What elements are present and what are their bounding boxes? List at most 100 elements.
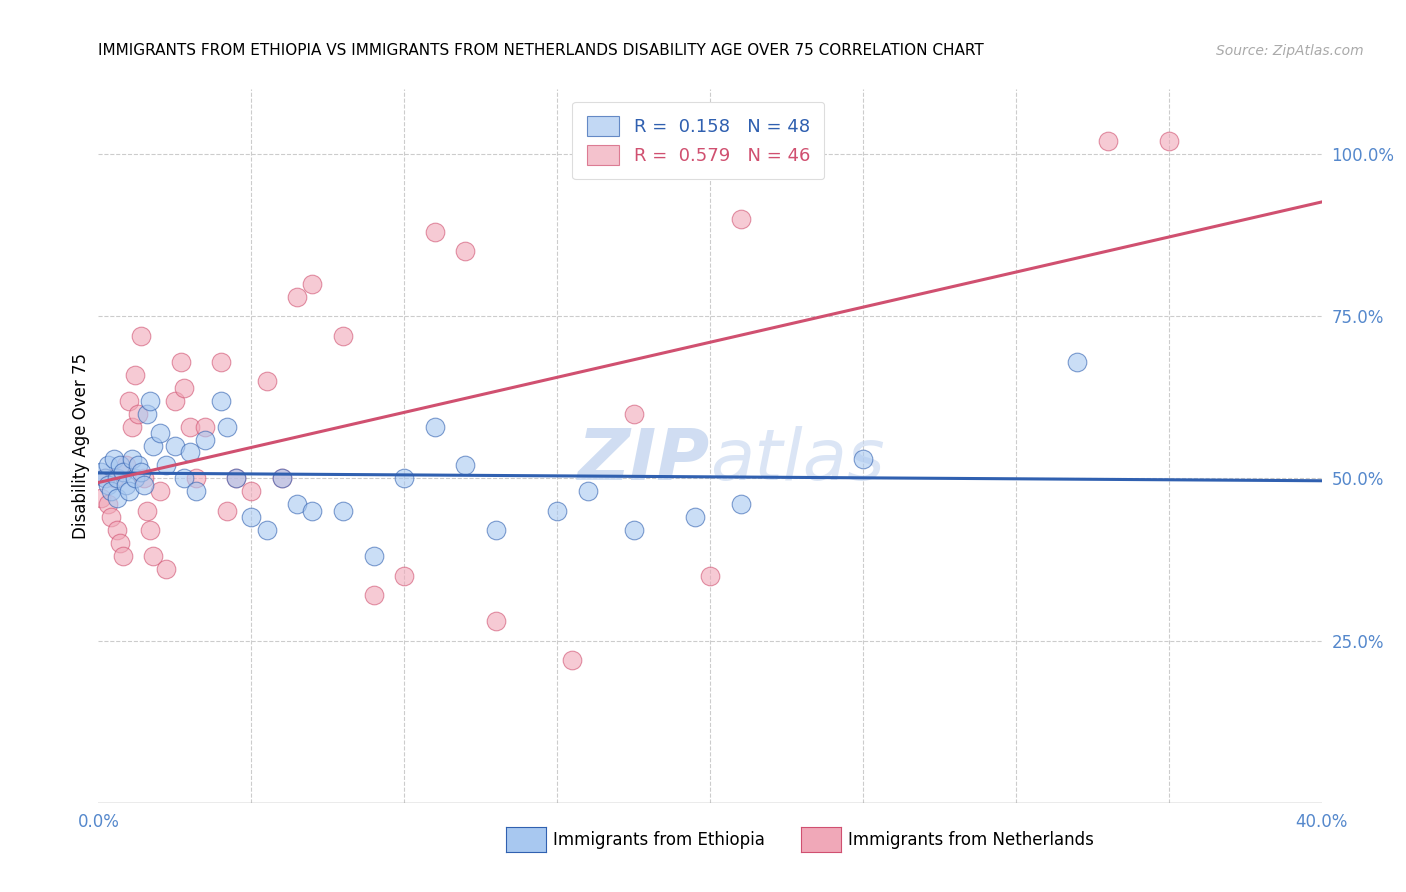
Text: ZIP: ZIP <box>578 425 710 495</box>
Point <box>1157 134 1180 148</box>
Point <box>194 419 217 434</box>
Point <box>103 452 125 467</box>
Point <box>136 407 159 421</box>
Point <box>100 484 122 499</box>
Text: Immigrants from Ethiopia: Immigrants from Ethiopia <box>553 831 765 849</box>
Point <box>240 510 263 524</box>
Point <box>209 354 232 368</box>
Point <box>111 549 134 564</box>
Point <box>90 465 112 479</box>
Point <box>93 471 115 485</box>
Point <box>97 497 120 511</box>
Y-axis label: Disability Age Over 75: Disability Age Over 75 <box>72 353 90 539</box>
Point <box>1066 354 1088 368</box>
Point <box>454 458 477 473</box>
Point <box>124 368 146 382</box>
Point <box>301 277 323 291</box>
Point <box>115 478 138 492</box>
Point <box>576 484 599 499</box>
Point <box>623 407 645 421</box>
Point <box>142 439 165 453</box>
Text: Immigrants from Netherlands: Immigrants from Netherlands <box>848 831 1094 849</box>
Point <box>97 458 120 473</box>
Point <box>683 510 706 524</box>
Point <box>852 452 875 467</box>
Text: IMMIGRANTS FROM ETHIOPIA VS IMMIGRANTS FROM NETHERLANDS DISABILITY AGE OVER 75 C: IMMIGRANTS FROM ETHIOPIA VS IMMIGRANTS F… <box>98 43 984 58</box>
Point <box>127 458 149 473</box>
Point <box>173 471 195 485</box>
Point <box>270 471 292 485</box>
Point <box>730 497 752 511</box>
Text: atlas: atlas <box>710 425 884 495</box>
Point <box>149 425 172 440</box>
Point <box>392 568 416 582</box>
Point <box>240 484 263 499</box>
Point <box>93 471 115 485</box>
Point <box>186 471 208 485</box>
Point <box>256 374 278 388</box>
Point <box>105 524 128 538</box>
Point <box>105 491 128 505</box>
Point <box>256 524 278 538</box>
Point <box>108 536 131 550</box>
Point <box>90 491 112 505</box>
Point <box>139 393 162 408</box>
Point <box>730 211 752 226</box>
Point <box>163 439 186 453</box>
Legend: R =  0.158   N = 48, R =  0.579   N = 46: R = 0.158 N = 48, R = 0.579 N = 46 <box>572 102 824 179</box>
Point <box>546 504 568 518</box>
Point <box>163 393 186 408</box>
Point <box>423 225 446 239</box>
Point <box>699 568 721 582</box>
Point <box>225 471 247 485</box>
Point <box>155 458 177 473</box>
Point <box>209 393 232 408</box>
Point <box>332 504 354 518</box>
Point <box>270 471 292 485</box>
Point <box>136 504 159 518</box>
Point <box>134 478 156 492</box>
Point <box>485 614 508 628</box>
Point <box>225 471 247 485</box>
Point <box>285 497 308 511</box>
Point <box>105 471 128 485</box>
Point <box>121 452 143 467</box>
Point <box>215 504 238 518</box>
Point <box>363 588 385 602</box>
Point <box>100 510 122 524</box>
Point <box>118 484 141 499</box>
Point <box>149 484 172 499</box>
Point <box>124 471 146 485</box>
Point <box>155 562 177 576</box>
Point <box>142 549 165 564</box>
Point <box>108 458 131 473</box>
Point <box>97 478 120 492</box>
Point <box>194 433 217 447</box>
Point <box>623 524 645 538</box>
Text: Source: ZipAtlas.com: Source: ZipAtlas.com <box>1216 44 1364 58</box>
Point <box>121 419 143 434</box>
Point <box>103 471 125 485</box>
Point <box>1097 134 1119 148</box>
Point <box>285 290 308 304</box>
Point <box>363 549 385 564</box>
Point <box>301 504 323 518</box>
Point <box>454 244 477 259</box>
Point <box>332 328 354 343</box>
Point <box>485 524 508 538</box>
Point <box>186 484 208 499</box>
Point <box>215 419 238 434</box>
Point <box>115 458 138 473</box>
Point <box>392 471 416 485</box>
Point <box>179 445 201 459</box>
Point <box>127 407 149 421</box>
Point <box>111 465 134 479</box>
Point <box>170 354 193 368</box>
Point <box>129 328 152 343</box>
Point <box>118 393 141 408</box>
Point <box>179 419 201 434</box>
Point <box>139 524 162 538</box>
Point <box>134 471 156 485</box>
Point <box>173 381 195 395</box>
Point <box>129 465 152 479</box>
